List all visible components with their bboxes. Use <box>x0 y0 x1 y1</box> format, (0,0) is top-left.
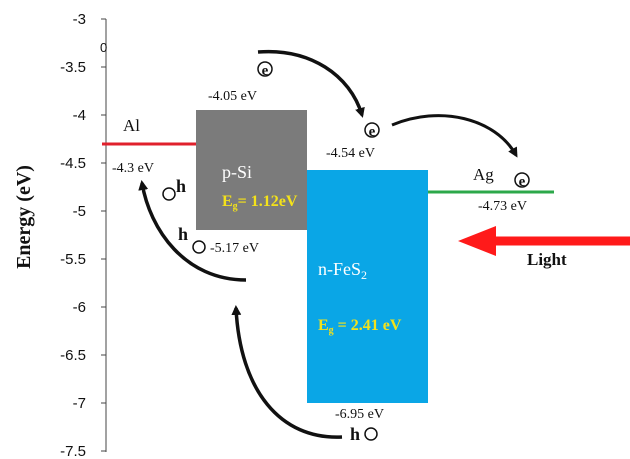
n-fes2-label: n-FeS2 <box>318 259 367 282</box>
svg-text:h: h <box>176 176 186 196</box>
zero-label: 0 <box>100 40 107 55</box>
hole-marker: h <box>178 224 206 254</box>
hole-marker: h <box>350 424 378 444</box>
n-fes2-block <box>307 170 428 403</box>
svg-text:e: e <box>369 124 376 140</box>
al-label: Al <box>123 116 140 135</box>
y-tick-label: -4.5 <box>60 155 86 172</box>
p-si-bandgap: Eg= 1.12eV <box>222 193 298 212</box>
n-fes2-bottom-label: -6.95 eV <box>335 407 384 422</box>
svg-text:h: h <box>350 424 360 444</box>
electron-marker: e <box>257 61 273 79</box>
ag-label: Ag <box>473 165 494 184</box>
hole-arrow <box>231 305 343 439</box>
p-si-block <box>196 110 307 230</box>
svg-text:e: e <box>519 174 526 190</box>
y-tick-label: -5.5 <box>60 251 86 268</box>
svg-text:e: e <box>262 63 269 79</box>
hole-arrow <box>138 180 247 282</box>
y-tick-label: -4 <box>73 107 86 124</box>
y-tick-label: -7 <box>73 395 86 412</box>
svg-text:h: h <box>178 224 188 244</box>
y-tick-label: -3 <box>73 11 86 28</box>
y-tick-label: -7.5 <box>60 443 86 459</box>
y-tick-label: -6 <box>73 299 86 316</box>
p-si-top-label: -4.05 eV <box>208 89 257 104</box>
y-tick-label: -5 <box>73 203 86 220</box>
n-fes2-top-label: -4.54 eV <box>326 146 375 161</box>
electron-marker: e <box>514 172 530 190</box>
y-tick-label: -3.5 <box>60 59 86 76</box>
y-ticks <box>101 18 106 452</box>
electron-arrow <box>391 114 518 158</box>
p-si-bottom-label: -5.17 eV <box>210 241 259 256</box>
p-si-label: p-Si <box>222 162 252 182</box>
y-axis-title: Energy (eV) <box>13 165 35 269</box>
ag-level-label: -4.73 eV <box>478 199 527 214</box>
hole-marker: h <box>162 176 186 201</box>
electron-arrow <box>257 49 365 118</box>
al-level-label: -4.3 eV <box>112 161 154 176</box>
y-tick-label: -6.5 <box>60 347 86 364</box>
light-label: Light <box>527 250 567 269</box>
light-arrow-head <box>458 226 496 256</box>
n-fes2-bandgap: Eg = 2.41 eV <box>318 317 402 336</box>
electron-marker: e <box>364 122 380 140</box>
